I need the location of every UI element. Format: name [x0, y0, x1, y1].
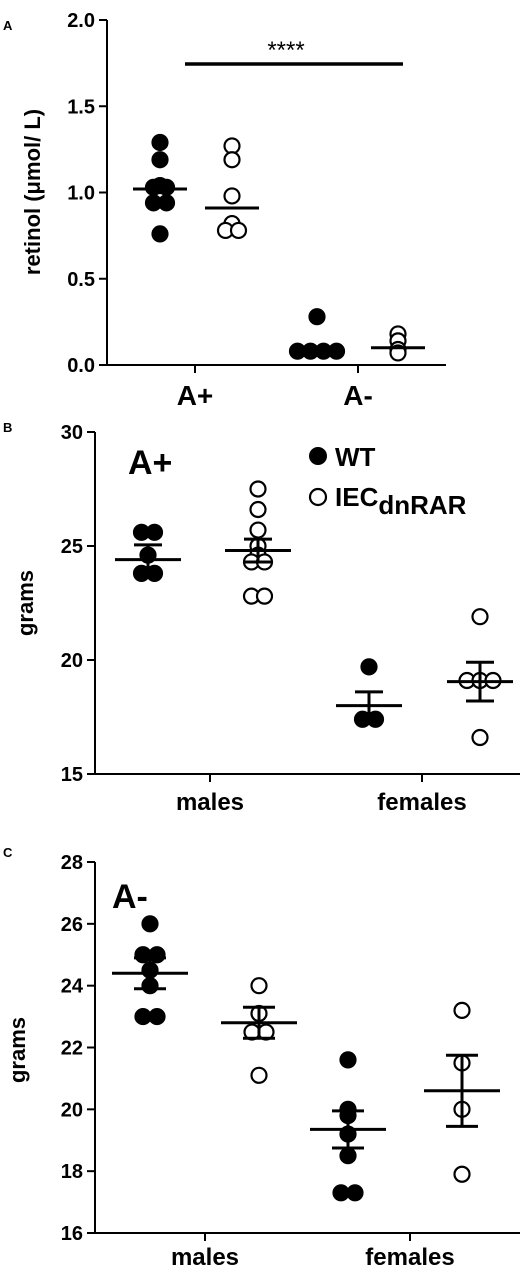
data-point-open: [255, 587, 274, 605]
data-point-filled: [332, 1184, 350, 1202]
x-tick-label: males: [176, 789, 244, 816]
data-point-open: [223, 187, 241, 205]
data-point-filled: [308, 308, 326, 326]
y-tick-label: 28: [61, 852, 83, 874]
legend-marker-filled: [309, 447, 327, 465]
corner-label: A+: [128, 444, 172, 482]
data-point-filled: [151, 225, 169, 243]
data-point-filled: [339, 1147, 357, 1165]
data-point-open: [453, 1001, 471, 1020]
panel-letter: C: [3, 845, 13, 860]
legend-label-wt: WT: [335, 442, 376, 472]
data-point-open: [453, 1165, 471, 1183]
data-point-open: [471, 608, 489, 626]
y-axis-label: grams: [13, 570, 38, 636]
data-point-filled: [141, 915, 159, 933]
y-tick-label: 1.5: [67, 96, 95, 118]
data-point-open: [249, 500, 267, 519]
data-point-open: [249, 480, 267, 498]
data-point-open: [249, 521, 267, 539]
y-tick-label: 0.0: [67, 355, 95, 377]
y-axis-label: grams: [5, 1017, 30, 1083]
data-point-open: [223, 151, 241, 169]
data-point-open: [229, 221, 248, 240]
data-point-filled: [151, 151, 169, 169]
y-tick-label: 30: [61, 422, 83, 444]
y-tick-label: 1.0: [67, 183, 95, 205]
legend-label-ko: IECdnRAR: [335, 482, 467, 520]
significance-label: ****: [267, 37, 304, 64]
data-point-filled: [360, 658, 378, 676]
x-tick-label: females: [377, 789, 466, 816]
y-tick-label: 0.5: [67, 269, 95, 291]
data-point-filled: [157, 194, 176, 212]
data-point-filled: [134, 946, 152, 964]
x-tick-label: males: [171, 1244, 239, 1271]
y-tick-label: 25: [61, 536, 83, 558]
y-axis-label: retinol (μmol/ L): [20, 109, 45, 275]
y-tick-label: 15: [61, 764, 83, 786]
panel-a: A 0.0 0.5 1.0 1.5 2.0 A+ A-retinol (μmol/ L) ***…: [3, 10, 446, 411]
y-tick-label: 22: [61, 1038, 83, 1060]
x-tick-label: females: [365, 1244, 454, 1271]
data-point-filled: [346, 1184, 364, 1202]
data-point-open: [250, 1066, 268, 1084]
x-tick-label: A-: [343, 380, 373, 411]
data-point-filled: [134, 1007, 152, 1026]
data-point-filled: [157, 178, 176, 196]
data-point-filled: [339, 1051, 357, 1069]
y-tick-label: 2.0: [67, 10, 95, 32]
data-point-filled: [151, 133, 169, 152]
data-point-open: [250, 977, 268, 995]
data-point-filled: [148, 946, 166, 964]
panel-letter: B: [3, 420, 12, 435]
corner-label: A-: [112, 878, 148, 916]
x-tick-label: A+: [177, 380, 214, 411]
panel-c: C 16 18 20 22 24 26 28 males females grams A-: [3, 845, 520, 1271]
data-point-filled: [145, 523, 164, 541]
legend-marker-open: [308, 487, 328, 507]
panel-letter: A: [3, 18, 13, 33]
y-tick-label: 20: [61, 1099, 83, 1121]
y-tick-label: 20: [61, 650, 83, 672]
y-tick-label: 26: [61, 914, 83, 936]
data-point-open: [471, 728, 489, 747]
y-tick-label: 16: [61, 1223, 83, 1245]
panel-b: B 15 20 25 30 males females grams A+ WT IECdnRAR: [3, 420, 520, 816]
data-point-filled: [148, 1007, 166, 1026]
y-tick-label: 18: [61, 1161, 83, 1183]
y-tick-label: 24: [61, 976, 84, 998]
